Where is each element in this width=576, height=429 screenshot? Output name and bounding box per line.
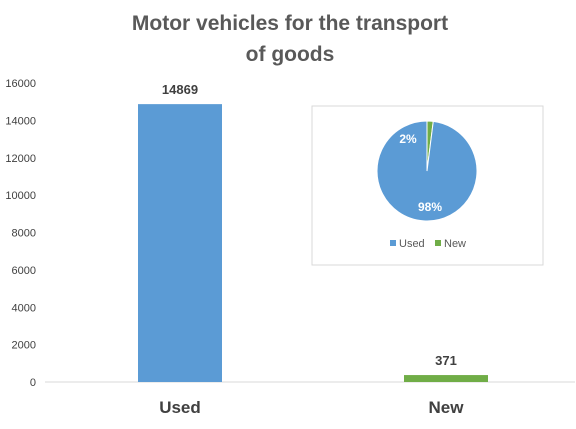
chart-title-line-1: Motor vehicles for the transport xyxy=(132,12,448,35)
bar xyxy=(138,104,222,382)
legend-swatch xyxy=(390,240,396,246)
bar-value-label: 14869 xyxy=(162,82,198,97)
x-axis-labels: Used New xyxy=(159,398,464,417)
y-tick-label: 2000 xyxy=(12,340,36,352)
pie-data-labels: 98% 2% xyxy=(399,132,442,214)
pie-legend: Used New xyxy=(390,238,466,250)
y-tick-label: 8000 xyxy=(12,228,36,240)
x-category-label: New xyxy=(429,398,465,417)
y-tick-label: 12000 xyxy=(5,153,36,165)
y-tick-label: 0 xyxy=(30,377,36,389)
y-tick-label: 16000 xyxy=(5,78,36,90)
x-category-label: Used xyxy=(159,398,201,417)
legend-label: New xyxy=(444,238,466,250)
pie-slice xyxy=(376,120,478,222)
bar-value-label: 371 xyxy=(435,353,457,368)
inset-pie-chart: 98% 2% Used New xyxy=(311,105,544,266)
chart-title: Motor vehicles for the transport of good… xyxy=(132,12,448,66)
pie-value-label: 98% xyxy=(418,200,442,214)
legend-label: Used xyxy=(399,238,425,250)
bar-series xyxy=(138,104,488,382)
y-tick-label: 4000 xyxy=(12,302,36,314)
y-tick-label: 14000 xyxy=(5,115,36,127)
pie-value-label: 2% xyxy=(399,132,417,146)
chart-title-line-2: of goods xyxy=(246,43,335,66)
bar-data-labels: 14869 371 xyxy=(162,82,457,368)
legend-swatch xyxy=(435,240,441,246)
pie xyxy=(376,120,478,222)
y-tick-label: 10000 xyxy=(5,190,36,202)
y-axis: 0 2000 4000 6000 8000 10000 12000 14000 16000 xyxy=(5,78,36,389)
bar xyxy=(404,375,488,382)
y-tick-label: 6000 xyxy=(12,265,36,277)
